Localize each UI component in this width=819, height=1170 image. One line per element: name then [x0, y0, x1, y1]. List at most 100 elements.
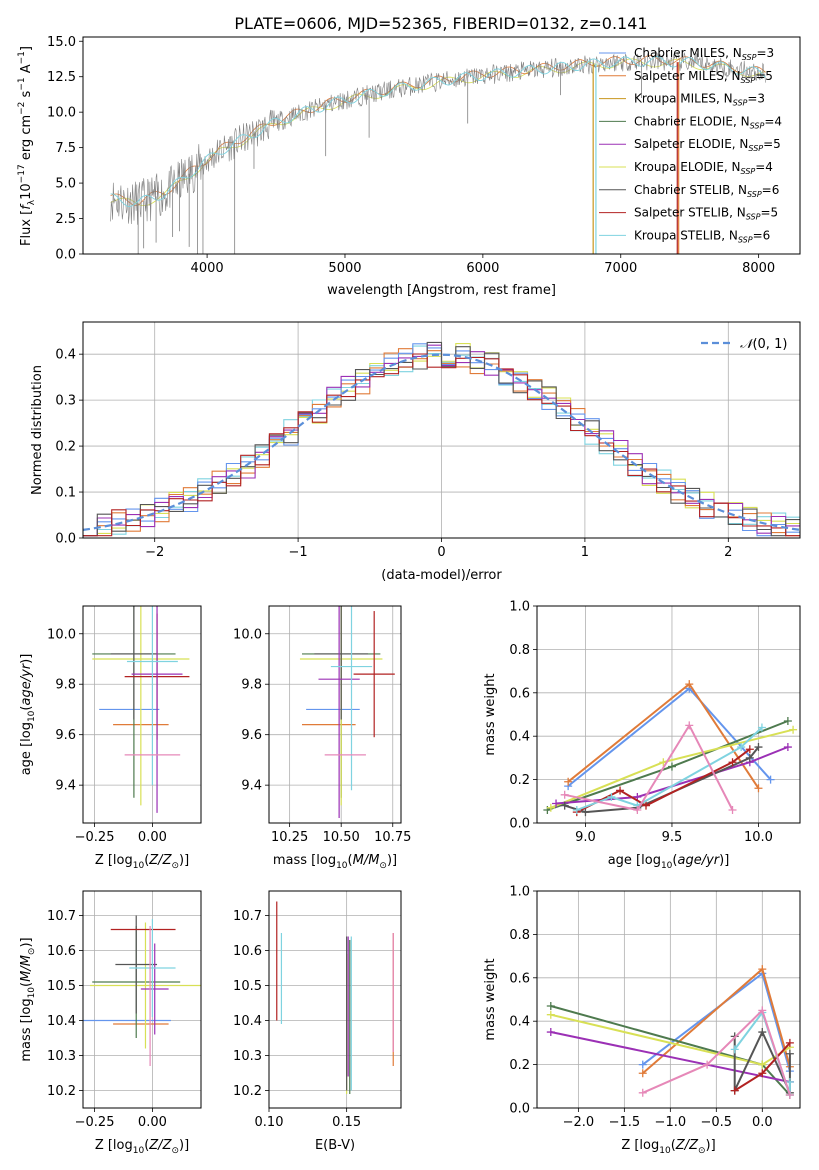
observed-spectrum: [110, 51, 766, 225]
y-tick-label: 10.0: [47, 106, 76, 121]
x-axis-label: Z [log10(Z/Z⊙)]: [95, 1138, 189, 1156]
figure-title: PLATE=0606, MJD=52365, FIBERID=0132, z=0…: [234, 14, 647, 33]
label-part: Flux [: [19, 210, 34, 246]
chart-layer: 4000 5000 6000 7000 80000.02.55.07.510.012.5…: [17, 35, 801, 1156]
x-tick-label: 0.00: [138, 830, 167, 845]
weight-marker: [667, 762, 676, 771]
legend-sub: SSP: [738, 235, 753, 244]
weight-marker: [607, 792, 616, 801]
panel-mass_vs_ebv: 0.10 0.15 10.2 10.3 10.4 10.5 10.6 10.7 E(B-V): [233, 890, 402, 1153]
plot-area: [299, 606, 395, 818]
legend-label: Kroupa STELIB, NSSP=6: [634, 228, 770, 244]
plot-area: [543, 680, 798, 817]
y-tick-label: 0.2: [55, 440, 76, 455]
legend-text: =5: [763, 137, 781, 151]
label-part: M/M: [353, 853, 380, 868]
legend-text: =6: [753, 228, 771, 242]
x-axis-label: Z [log10(Z/Z⊙)]: [621, 1138, 715, 1156]
weight-marker: [685, 680, 694, 689]
label-part: age/yr: [19, 662, 34, 705]
weight-marker: [783, 717, 792, 726]
weight-marker: [685, 721, 694, 730]
x-tick-label: −2.0: [563, 1115, 595, 1130]
weight-marker: [546, 1028, 555, 1037]
x-axis-label: wavelength [Angstrom, rest frame]: [327, 283, 556, 298]
label-part: Z [log: [95, 853, 133, 868]
panel-residuals: −2 −1 0 1 2 0.0 0.1 0.2 0.3 0.4 𝒩(0, 1) (data-model…: [30, 321, 801, 583]
label-part: (: [672, 853, 677, 868]
legend-text: Salpeter ELODIE, N: [634, 137, 748, 151]
label-part: 10: [661, 861, 673, 871]
y-tick-label: 10.2: [233, 1084, 262, 1099]
model-spectrum: [110, 58, 766, 206]
y-tick-label: 0.8: [509, 928, 530, 943]
plot-area: [92, 606, 190, 813]
y-tick-label: 9.8: [55, 678, 76, 693]
legend-text: Salpeter STELIB, N: [634, 206, 746, 220]
y-axis-label: Flux [fλ10−17 erg cm−2 s−1 A−1]: [17, 46, 37, 246]
legend-text: =5: [760, 206, 778, 220]
label-part: age [log: [608, 853, 661, 868]
weight-marker: [728, 758, 737, 767]
axes-frame: [82, 605, 202, 824]
weight-marker: [783, 743, 792, 752]
legend-label: Chabrier ELODIE, NSSP=4: [634, 114, 782, 130]
weight-marker: [546, 1010, 555, 1019]
y-tick-label: 9.8: [241, 678, 262, 693]
y-axis-label: age [log10(age/yr)]: [19, 654, 37, 776]
weight-marker: [703, 1060, 712, 1069]
label-part: A: [19, 64, 34, 77]
label-part: (: [144, 853, 149, 868]
y-tick-label: 10.5: [233, 979, 262, 994]
weight-marker: [638, 1060, 647, 1069]
y-tick-label: 0.4: [509, 1015, 530, 1030]
label-part: 10: [27, 987, 37, 999]
plot-area: [83, 341, 800, 537]
label-part: age [log: [19, 722, 34, 775]
weight-marker: [758, 1028, 767, 1037]
y-tick-label: 9.6: [241, 728, 262, 743]
y-axis-label: mass weight: [483, 673, 498, 755]
label-part: )]: [179, 853, 189, 868]
y-tick-label: 0.0: [55, 532, 76, 547]
gaussian-curve: [83, 353, 800, 531]
label-part: mass [log: [19, 998, 34, 1061]
weight-marker: [546, 1002, 555, 1011]
weight-marker: [642, 801, 651, 810]
axes-frame: [82, 36, 801, 255]
legend-sub: SSP: [747, 190, 762, 199]
weight-marker: [728, 805, 737, 814]
y-tick-label: 0.4: [509, 730, 530, 745]
label-part: ⊙: [171, 1146, 179, 1156]
weight-marker: [581, 808, 590, 817]
legend-sub: SSP: [741, 76, 756, 85]
label-part: (: [671, 1138, 676, 1153]
weight-marker: [572, 805, 581, 814]
label-part: ]: [19, 46, 34, 51]
weight-line: [547, 720, 789, 811]
x-tick-label: 7000: [604, 261, 637, 276]
x-tick-label: 5000: [328, 261, 361, 276]
label-part: ⊙: [379, 861, 387, 871]
legend-label: Chabrier STELIB, NSSP=6: [634, 183, 779, 199]
y-tick-label: 0.8: [509, 643, 530, 658]
y-tick-label: 0.6: [509, 971, 530, 986]
legend-label: Salpeter MILES, NSSP=5: [634, 69, 773, 85]
y-tick-label: 0.0: [509, 1102, 530, 1117]
weight-marker: [758, 965, 767, 974]
weight-marker: [754, 743, 763, 752]
label-part: 10: [659, 1146, 671, 1156]
label-part: (: [19, 706, 34, 711]
y-axis-label: mass weight: [483, 958, 498, 1040]
weight-marker: [564, 777, 573, 786]
label-part: )]: [387, 853, 397, 868]
x-tick-label: 0.00: [138, 1115, 167, 1130]
label-part: 10: [133, 861, 145, 871]
legend-text: =5: [755, 69, 773, 83]
y-tick-label: 10.2: [47, 1084, 76, 1099]
plot-area: [83, 915, 201, 1066]
label-part: )]: [19, 937, 34, 947]
y-tick-label: 15.0: [47, 35, 76, 50]
